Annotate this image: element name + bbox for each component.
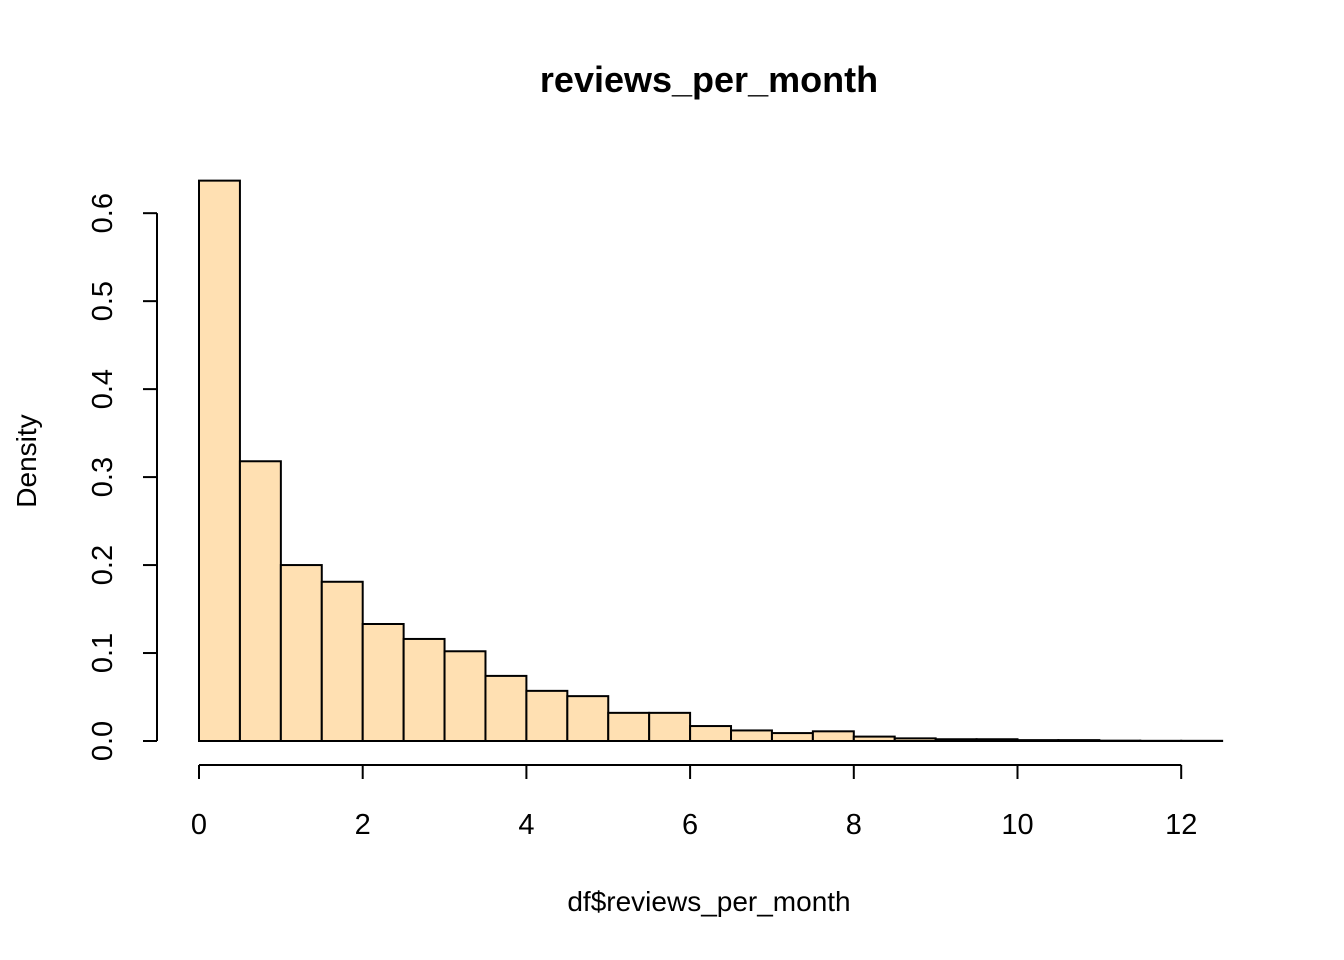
- x-tick-label: 8: [846, 809, 862, 841]
- histogram-bar: [320, 580, 364, 743]
- y-tick-label: 0.5: [87, 281, 119, 321]
- histogram-bar: [198, 179, 241, 742]
- x-tick-label: 0: [191, 809, 207, 841]
- histogram-bar: [648, 711, 692, 742]
- histogram-bar: [1016, 739, 1060, 742]
- histogram-bar: [607, 711, 651, 742]
- y-tick-label: 0.1: [87, 633, 119, 673]
- histogram-bar: [566, 695, 610, 743]
- histogram-bar: [893, 737, 937, 742]
- y-tick-label: 0.6: [87, 193, 119, 233]
- histogram-bar: [484, 674, 528, 743]
- histogram-bar: [934, 738, 978, 742]
- histogram-bar: [852, 735, 896, 742]
- histogram-bar: [361, 623, 405, 742]
- x-axis: 0 2 4 6 8 10 12: [191, 764, 1197, 841]
- histogram-bar: [525, 689, 569, 742]
- x-axis-label: df$reviews_per_month: [567, 886, 850, 917]
- y-tick-label: 0.3: [87, 457, 119, 497]
- chart-title: reviews_per_month: [540, 59, 878, 100]
- histogram-bar: [730, 729, 773, 743]
- y-axis: 0.0 0.1 0.2 0.3 0.4 0.5 0.6: [87, 193, 158, 761]
- histogram-bar: [811, 730, 855, 743]
- y-axis-label: Density: [11, 414, 42, 507]
- histogram-bar: [975, 738, 1019, 742]
- x-tick-label: 10: [1001, 809, 1033, 841]
- x-tick-label: 12: [1165, 809, 1197, 841]
- x-tick-label: 2: [355, 809, 371, 841]
- histogram-bar: [238, 460, 282, 742]
- y-tick-label: 0.0: [87, 721, 119, 761]
- histogram-bar: [443, 650, 487, 743]
- y-tick-label: 0.4: [87, 369, 119, 409]
- x-tick-label: 6: [682, 809, 698, 841]
- histogram-bar: [1057, 739, 1101, 742]
- histogram-bar: [279, 564, 323, 742]
- histogram-bar: [689, 725, 733, 742]
- histogram-bar: [402, 637, 446, 743]
- histogram-bar: [770, 732, 814, 743]
- y-tick-label: 0.2: [87, 545, 119, 585]
- x-tick-label: 4: [518, 809, 534, 841]
- histogram-bars: [198, 179, 1224, 743]
